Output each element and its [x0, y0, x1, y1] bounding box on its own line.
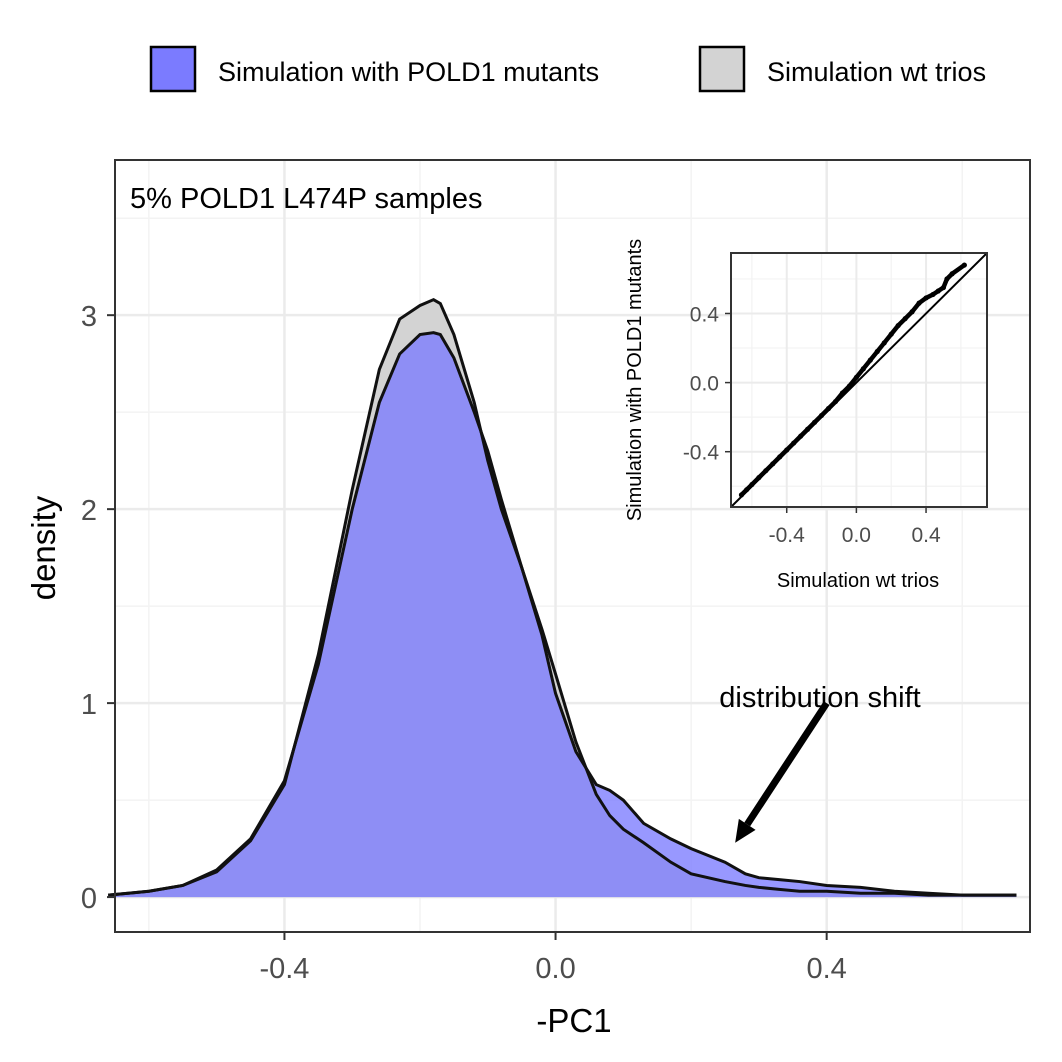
inset-points — [738, 262, 967, 498]
main-y-ticks: 0 1 2 3 — [81, 301, 115, 915]
inset-point — [798, 433, 804, 439]
inset-point — [949, 271, 955, 277]
inset-point — [805, 426, 811, 432]
inset-x-axis-label: Simulation wt trios — [777, 570, 939, 592]
inset-point — [763, 468, 769, 474]
inset-x-tick-label: 0.0 — [842, 524, 871, 547]
inset-x-ticks: -0.4 0.0 0.4 — [769, 507, 941, 547]
inset-point — [935, 288, 941, 294]
inset-point — [853, 374, 859, 381]
main-panel-border — [114, 159, 1031, 933]
inset-point — [961, 262, 967, 268]
y-tick-label: 2 — [81, 495, 97, 527]
main-x-ticks: -0.4 0.0 0.4 — [259, 932, 847, 985]
inset-point — [874, 348, 880, 355]
y-tick-label: 3 — [81, 301, 97, 333]
x-tick-label: -0.4 — [259, 953, 309, 985]
inset-point — [744, 487, 750, 493]
area-pold1-mutants — [108, 332, 1017, 898]
panel-title: 5% POLD1 L474P samples — [130, 183, 483, 215]
inset-y-tick-label: -0.4 — [683, 442, 720, 465]
inset-x-tick-label: 0.4 — [911, 524, 941, 547]
inset-point — [770, 461, 776, 467]
inset-point — [923, 295, 929, 301]
inset-qq-plot: -0.4 0.0 0.4 -0.4 0.0 0.4 Simulation wt trio… — [624, 239, 988, 592]
inset-point — [860, 366, 866, 372]
legend-swatch-wt — [698, 45, 746, 93]
inset-point — [888, 331, 894, 337]
arrow-shaft — [744, 701, 830, 827]
inset-x-tick-label: -0.4 — [769, 524, 806, 547]
x-axis-label: -PC1 — [536, 1002, 611, 1039]
inset-point — [930, 291, 936, 298]
inset-point — [811, 419, 818, 425]
inset-point — [825, 405, 832, 412]
line-wt-trios — [108, 297, 1017, 897]
inset-point — [895, 322, 901, 329]
y-tick-label: 0 — [81, 883, 97, 915]
inset-point — [818, 412, 825, 419]
inset-point — [839, 390, 846, 396]
inset-point — [832, 398, 839, 405]
inset-points-band — [739, 262, 967, 498]
main-density-areas — [108, 297, 1017, 898]
x-tick-label: 0.4 — [807, 953, 847, 985]
inset-point — [756, 475, 762, 481]
inset-point — [867, 357, 873, 363]
inset-point — [940, 284, 947, 291]
arrow-head — [735, 818, 756, 843]
inset-point — [902, 316, 908, 322]
legend-label-wt: Simulation wt trios — [767, 57, 986, 87]
inset-border — [730, 252, 988, 508]
y-axis-label: density — [25, 495, 62, 600]
line-pold1-mutants — [108, 331, 1017, 897]
annotation-arrow — [735, 701, 830, 843]
inset-point — [749, 481, 755, 488]
inset-point — [846, 383, 853, 389]
y-tick-label: 1 — [81, 689, 97, 721]
inset-point — [791, 440, 797, 446]
inset-y-tick-label: 0.0 — [690, 373, 719, 396]
inset-point — [916, 300, 922, 306]
inset-point — [944, 276, 950, 282]
inset-point — [784, 447, 790, 453]
legend-label-pold1: Simulation with POLD1 mutants — [218, 57, 599, 87]
inset-y-tick-label: 0.4 — [690, 303, 720, 326]
inset-y-axis-label: Simulation with POLD1 mutants — [624, 239, 646, 521]
x-tick-label: 0.0 — [535, 953, 575, 985]
inset-point — [881, 340, 887, 346]
inset-point — [738, 492, 745, 498]
inset-point — [909, 309, 915, 315]
inset-point — [777, 454, 783, 460]
legend: Simulation with POLD1 mutants Simulation… — [149, 45, 986, 93]
legend-swatch-pold1 — [149, 45, 197, 93]
